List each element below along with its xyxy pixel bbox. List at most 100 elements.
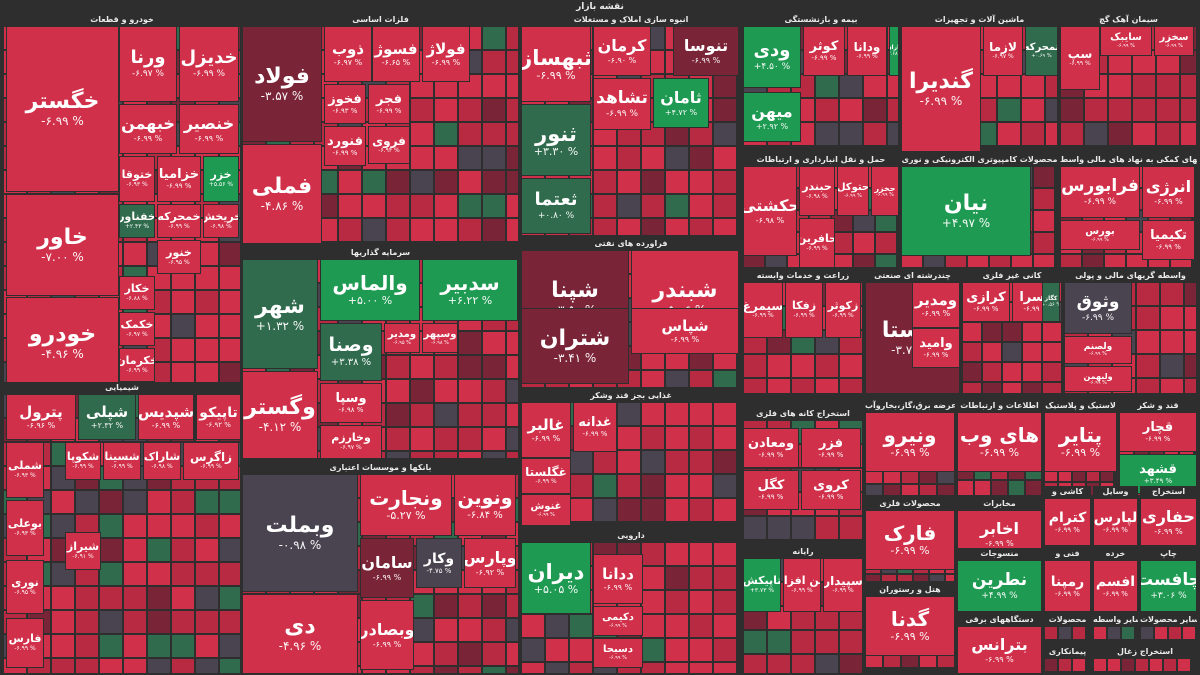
minor-stock-cell[interactable] <box>919 484 937 496</box>
minor-stock-cell[interactable] <box>929 574 945 582</box>
minor-stock-cell[interactable] <box>1022 322 1042 342</box>
stock-tile[interactable]: ومعادن -۶.۹۹ % <box>743 428 799 468</box>
minor-stock-cell[interactable] <box>482 26 506 50</box>
stock-tile[interactable]: سدبیر +۶.۲۲ % <box>422 259 518 321</box>
minor-stock-cell[interactable] <box>51 586 75 610</box>
stock-tile[interactable]: فزر -۶.۹۹ % <box>801 428 861 468</box>
minor-stock-cell[interactable] <box>962 322 982 342</box>
stock-tile[interactable]: ددانا -۶.۹۹ % <box>593 554 643 604</box>
minor-stock-cell[interactable] <box>338 218 362 242</box>
minor-stock-cell[interactable] <box>1180 74 1197 98</box>
minor-stock-cell[interactable] <box>99 562 123 586</box>
minor-stock-cell[interactable] <box>1084 98 1108 122</box>
minor-stock-cell[interactable] <box>458 451 482 459</box>
minor-stock-cell[interactable] <box>458 122 482 146</box>
minor-stock-cell[interactable] <box>1002 342 1022 362</box>
stock-tile[interactable]: فولاد -۳.۵۷ % <box>242 26 322 142</box>
stock-tile[interactable]: حکشتی -۶.۹۸ % <box>743 166 797 256</box>
minor-stock-cell[interactable] <box>51 634 75 658</box>
minor-stock-cell[interactable] <box>506 331 519 355</box>
minor-stock-cell[interactable] <box>839 378 863 394</box>
minor-stock-cell[interactable] <box>482 331 506 355</box>
minor-stock-cell[interactable] <box>1108 122 1132 146</box>
stock-tile[interactable]: بورس -۶.۹۹ % <box>1060 220 1140 250</box>
minor-stock-cell[interactable] <box>458 427 482 451</box>
minor-stock-cell[interactable] <box>171 514 195 538</box>
minor-stock-cell[interactable] <box>1180 122 1197 146</box>
stock-tile[interactable]: حافرین-۶.۹۹ % <box>799 218 835 268</box>
minor-stock-cell[interactable] <box>99 538 123 562</box>
stock-tile[interactable]: باران+۲.۶۸ % <box>889 26 899 76</box>
minor-stock-cell[interactable] <box>839 98 863 122</box>
minor-stock-cell[interactable] <box>791 516 815 540</box>
stock-tile[interactable]: لپارس -۶.۹۹ % <box>1093 498 1138 546</box>
minor-stock-cell[interactable] <box>665 450 689 474</box>
minor-stock-cell[interactable] <box>506 379 519 403</box>
minor-stock-cell[interactable] <box>195 538 219 562</box>
stock-tile[interactable]: ذوب -۶.۹۷ % <box>324 26 372 82</box>
minor-stock-cell[interactable] <box>123 586 147 610</box>
minor-stock-cell[interactable] <box>689 566 713 590</box>
minor-stock-cell[interactable] <box>887 74 899 98</box>
minor-stock-cell[interactable] <box>901 254 923 268</box>
stock-tile[interactable]: دیران +۵.۰۵ % <box>521 542 591 614</box>
minor-stock-cell[interactable] <box>791 654 815 674</box>
minor-stock-cell[interactable] <box>386 218 410 242</box>
minor-stock-cell[interactable] <box>1082 254 1104 268</box>
minor-stock-cell[interactable] <box>913 574 929 582</box>
minor-stock-cell[interactable] <box>743 354 767 378</box>
minor-stock-cell[interactable] <box>641 638 665 662</box>
minor-stock-cell[interactable] <box>1060 98 1084 122</box>
minor-stock-cell[interactable] <box>815 378 839 394</box>
minor-stock-cell[interactable] <box>458 331 482 355</box>
minor-stock-cell[interactable] <box>1042 322 1062 342</box>
minor-stock-cell[interactable] <box>123 610 147 634</box>
minor-stock-cell[interactable] <box>1136 330 1160 354</box>
minor-stock-cell[interactable] <box>75 610 99 634</box>
stock-tile[interactable]: فسوژ -۶.۶۵ % <box>372 26 420 82</box>
minor-stock-cell[interactable] <box>506 122 519 146</box>
minor-stock-cell[interactable] <box>713 566 737 590</box>
stock-tile[interactable]: ختوقا -۶.۹۳ % <box>119 156 155 202</box>
minor-stock-cell[interactable] <box>1184 282 1197 306</box>
stock-tile[interactable]: فارس -۶.۹۹ % <box>6 618 44 668</box>
minor-stock-cell[interactable] <box>743 654 767 674</box>
minor-stock-cell[interactable] <box>713 426 737 450</box>
minor-stock-cell[interactable] <box>51 514 75 538</box>
minor-stock-cell[interactable] <box>458 403 482 427</box>
minor-stock-cell[interactable] <box>815 98 839 122</box>
minor-stock-cell[interactable] <box>815 516 839 540</box>
stock-tile[interactable]: شاراک -۶.۹۸ % <box>143 442 181 480</box>
stock-tile[interactable]: بترانس -۶.۹۹ % <box>957 626 1042 674</box>
minor-stock-cell[interactable] <box>1160 306 1184 330</box>
minor-stock-cell[interactable] <box>506 170 519 194</box>
stock-tile[interactable]: پترول -۶.۹۶ % <box>6 394 76 440</box>
stock-tile[interactable]: ورنا -۶.۹۷ % <box>119 26 177 102</box>
minor-stock-cell[interactable] <box>665 498 689 522</box>
minor-stock-cell[interactable] <box>410 194 434 218</box>
stock-tile[interactable]: وسپهر -۶.۹۸ % <box>422 323 458 353</box>
minor-stock-cell[interactable] <box>1163 658 1177 672</box>
minor-stock-cell[interactable] <box>147 490 171 514</box>
minor-stock-cell[interactable] <box>410 122 434 146</box>
minor-stock-cell[interactable] <box>458 618 482 642</box>
minor-stock-cell[interactable] <box>123 490 147 514</box>
minor-stock-cell[interactable] <box>434 170 458 194</box>
minor-stock-cell[interactable] <box>482 379 506 403</box>
minor-stock-cell[interactable] <box>219 514 241 538</box>
minor-stock-cell[interactable] <box>434 642 458 666</box>
minor-stock-cell[interactable] <box>123 538 147 562</box>
minor-stock-cell[interactable] <box>1156 122 1180 146</box>
minor-stock-cell[interactable] <box>997 98 1021 122</box>
minor-stock-cell[interactable] <box>1140 626 1154 640</box>
minor-stock-cell[interactable] <box>171 586 195 610</box>
minor-stock-cell[interactable] <box>713 74 737 98</box>
minor-stock-cell[interactable] <box>1033 254 1055 268</box>
minor-stock-cell[interactable] <box>1132 98 1156 122</box>
minor-stock-cell[interactable] <box>863 122 887 146</box>
minor-stock-cell[interactable] <box>99 658 123 674</box>
stock-tile[interactable]: وثوق -۶.۹۹ % <box>1064 282 1132 334</box>
minor-stock-cell[interactable] <box>863 74 887 98</box>
minor-stock-cell[interactable] <box>458 146 482 170</box>
minor-stock-cell[interactable] <box>458 194 482 218</box>
